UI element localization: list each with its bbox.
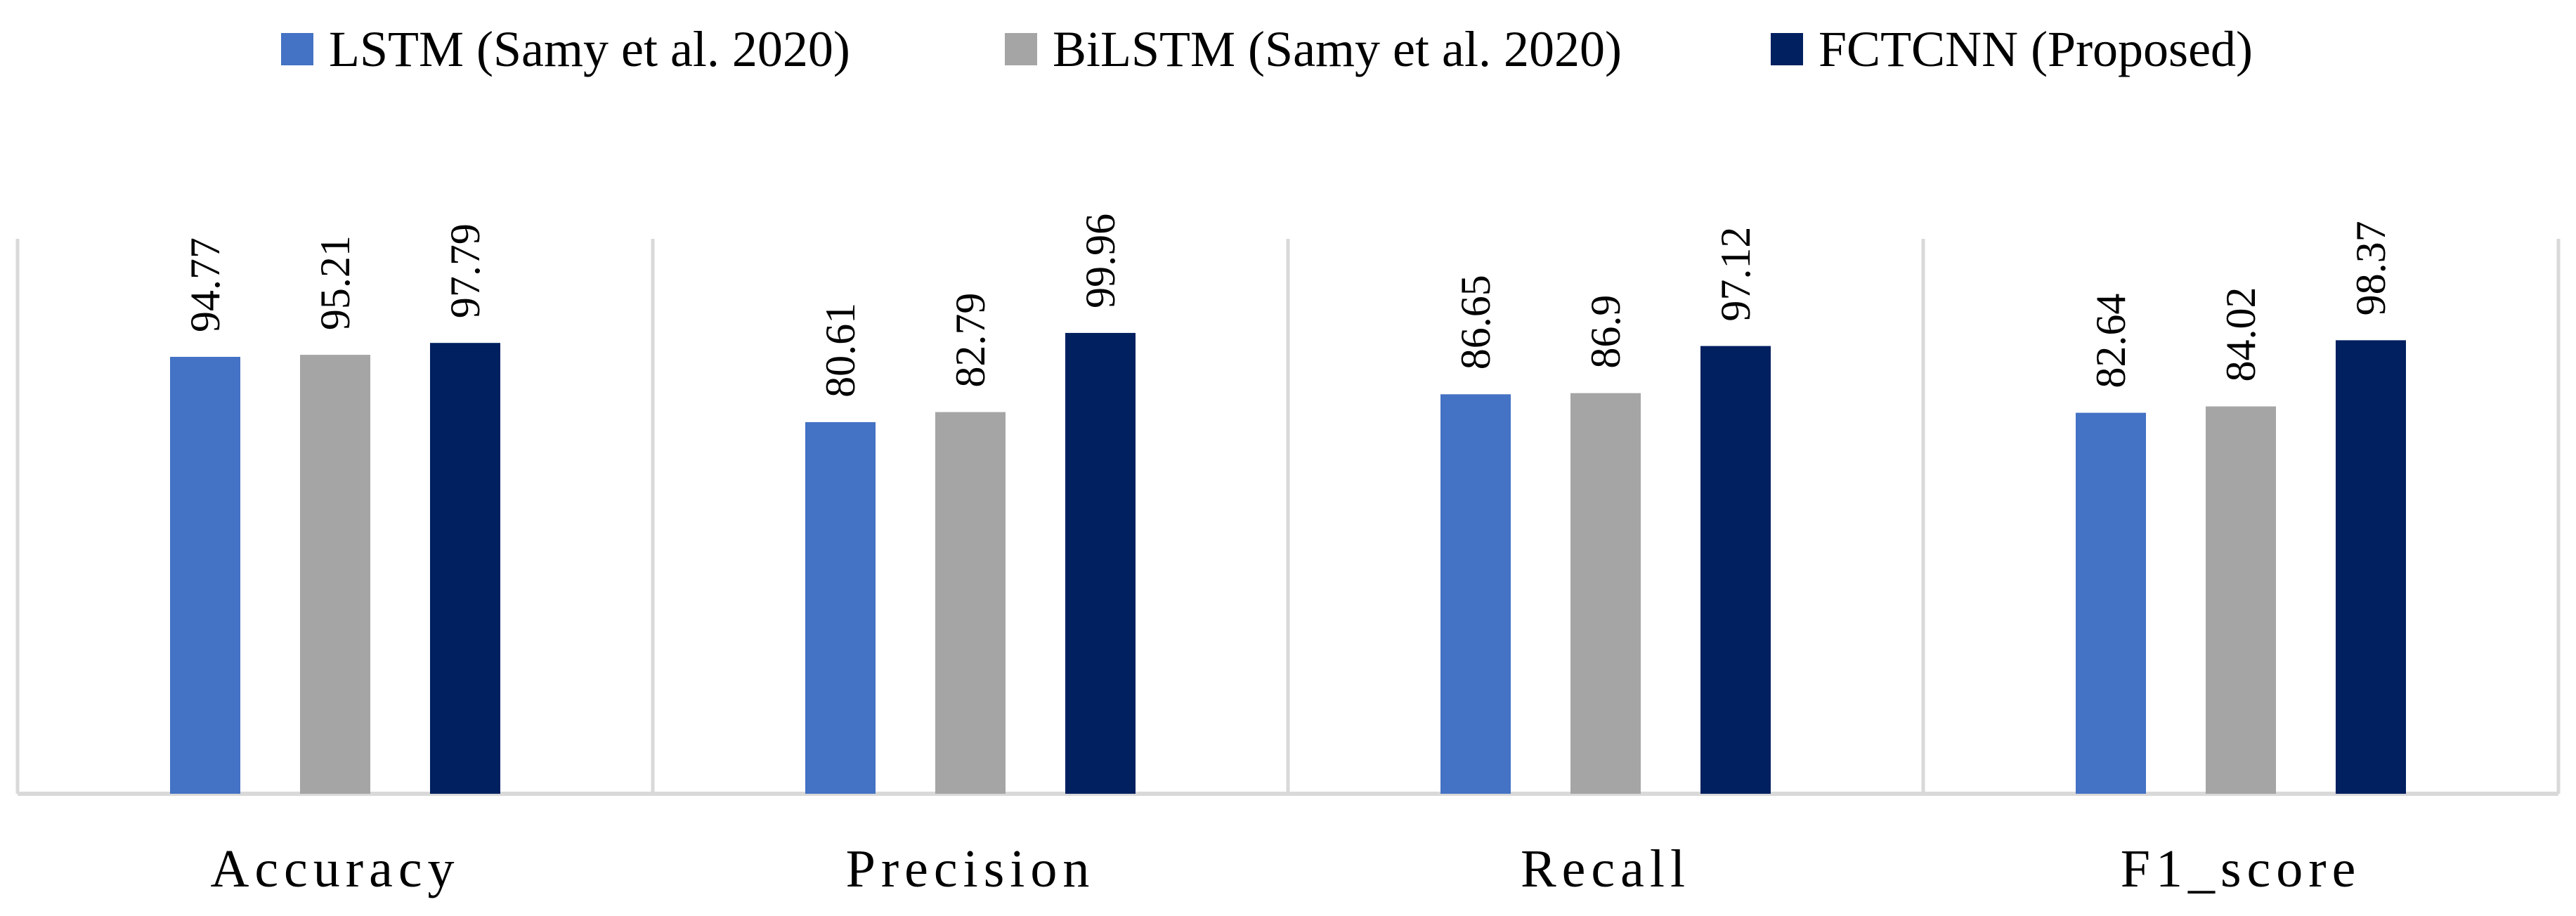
data-label: 86.9: [1582, 295, 1629, 369]
legend-swatch: [281, 33, 313, 65]
data-label: 86.65: [1452, 275, 1499, 369]
bar-f1-score-series-3: [2336, 340, 2406, 794]
legend-label: FCTCNN (Proposed): [1819, 21, 2253, 77]
bar-f1-score-series-1: [2076, 412, 2146, 794]
legend-label: BiLSTM (Samy et al. 2020): [1053, 21, 1622, 77]
data-label: 82.79: [947, 293, 994, 388]
bar-f1-score-series-2: [2206, 406, 2276, 794]
data-label: 80.61: [817, 303, 864, 398]
bar-accuracy-series-3: [430, 343, 500, 794]
value-labels: 94.77 95.21 97.79 80.61 82.79 99.96 86.65 86.9 9…: [182, 214, 2394, 398]
bar-accuracy-series-2: [300, 355, 370, 794]
data-label: 97.12: [1712, 227, 1759, 322]
x-tick-label: Precision: [846, 839, 1095, 898]
data-label: 98.37: [2348, 221, 2394, 315]
bar-precision-series-2: [935, 412, 1006, 794]
bar-precision-series-3: [1065, 332, 1136, 794]
data-label: 95.21: [312, 235, 358, 330]
axes: [15, 239, 2561, 796]
bar-precision-series-1: [805, 421, 876, 794]
data-label: 94.77: [182, 237, 228, 332]
bar-recall-series-2: [1570, 393, 1641, 794]
legend-swatch: [1005, 33, 1037, 65]
x-tick-label: Recall: [1521, 839, 1691, 898]
legend-swatch: [1771, 33, 1803, 65]
legend: LSTM (Samy et al. 2020) BiLSTM (Samy et a…: [281, 21, 2253, 77]
bar-accuracy-series-1: [170, 357, 240, 794]
data-label: 97.79: [442, 223, 488, 318]
bar-recall-series-3: [1700, 346, 1771, 794]
bar-recall-series-1: [1440, 394, 1511, 794]
bars: [170, 332, 2406, 794]
data-label: 84.02: [2218, 287, 2264, 382]
category-labels: Accuracy Precision Recall F1_score: [210, 839, 2362, 898]
data-label: 82.64: [2088, 294, 2134, 388]
data-label: 99.96: [1077, 214, 1124, 308]
x-tick-label: F1_score: [2121, 839, 2362, 898]
x-tick-label: Accuracy: [210, 839, 460, 898]
legend-label: LSTM (Samy et al. 2020): [329, 21, 850, 77]
